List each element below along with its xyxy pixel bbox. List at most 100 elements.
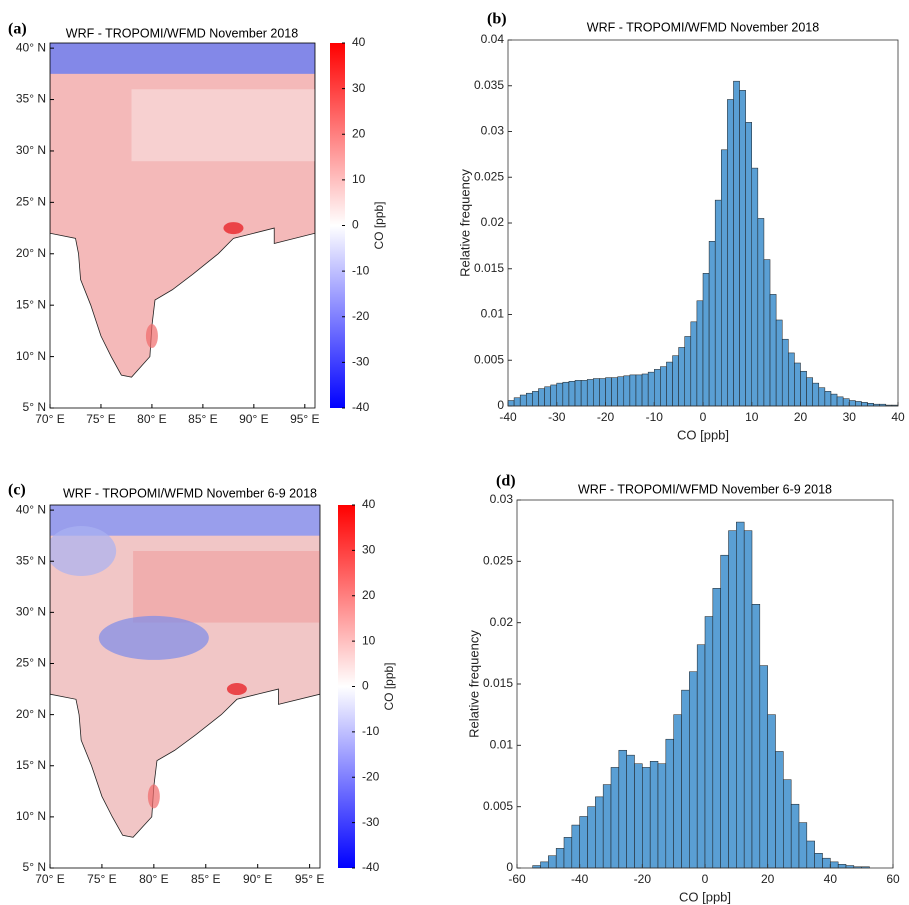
x-tick-label: 90° E [243,872,272,886]
x-tick-label: -40 [571,872,589,886]
histogram-bar [830,393,838,407]
histogram-bar [544,386,551,407]
colorbar [338,505,355,868]
x-tick-label: -20 [597,410,615,424]
y-tick-label: 0.015 [474,261,504,275]
histogram-bar [654,369,661,407]
y-axis-label: Relative frequency [466,630,481,738]
histogram-bar [728,530,737,869]
histogram-bar [673,714,682,869]
histogram-bar [814,853,823,869]
histogram-bar [513,397,521,407]
x-tick-label: -40 [499,410,517,424]
histogram-bar [867,403,874,407]
histogram-bar [660,366,667,407]
x-axis-label: CO [ppb] [677,427,729,442]
x-tick-label: 85° E [191,872,220,886]
histogram-bar [548,855,557,869]
histogram-bar [684,336,692,407]
north-anomaly [50,43,315,74]
colorbar-label: CO [ppb] [372,201,386,249]
colorbar-tick-label: -20 [362,769,380,783]
histogram-bar [704,616,714,869]
histogram-bar [757,218,765,407]
x-tick-label: 0 [702,872,709,886]
histogram-bar [849,400,856,407]
histogram-bar [586,379,594,407]
histogram-bar [681,689,690,869]
histogram-bar [571,824,580,869]
histogram-bar [599,378,606,407]
colorbar-tick-label: 0 [352,218,359,232]
histogram-bar [568,381,576,407]
histogram-bar [678,347,685,407]
histogram-bar [555,848,565,869]
y-tick-label: 25° N [16,195,46,209]
y-tick-label: 0.025 [483,554,513,568]
histogram-bar [595,796,604,869]
colorbar-tick-label: 30 [362,543,376,557]
histogram-bar [736,521,745,869]
x-tick-label: 85° E [188,412,217,426]
histogram-bar [767,714,776,869]
x-tick-label: 70° E [35,412,64,426]
x-tick-label: 75° E [86,412,115,426]
map-area [50,43,315,408]
panel-label: (c) [8,482,26,499]
panel-label: (d) [496,473,516,490]
histogram-bar [647,371,655,407]
y-tick-label: 5° N [23,860,46,874]
histogram-bar [611,377,618,407]
y-tick-label: 30° N [16,143,46,157]
y-tick-label: 25° N [16,656,46,670]
histogram-bar [733,80,740,407]
y-tick-label: 15° N [16,297,46,311]
colorbar-tick-label: 0 [362,679,369,693]
histogram-bar [672,355,679,407]
histogram-bar [836,396,844,407]
y-tick-label: 35° N [16,92,46,106]
colorbar-tick-label: 10 [352,172,366,186]
histogram-bar [775,319,783,407]
histogram-bar [751,167,759,407]
histogram-bar [830,861,839,869]
x-tick-label: 70° E [35,872,64,886]
histogram-bar [759,665,768,869]
histogram-bar [538,388,545,407]
histogram-bar [794,362,801,407]
colorbar-tick-label: -10 [362,724,380,738]
y-tick-label: 40° N [16,502,46,516]
colorbar-tick-label: -30 [362,815,380,829]
histogram-bar [550,384,557,407]
high-anomaly [223,222,244,235]
histogram-bar [708,241,716,407]
histogram-bar [665,738,674,869]
x-tick-label: -30 [548,410,566,424]
histogram-bar [635,374,643,407]
histogram-bar [626,754,635,869]
histogram-bar [790,803,800,869]
histogram-bar [526,392,533,407]
histogram-bar [593,378,600,407]
chart-title: WRF - TROPOMI/WFMD November 2018 [587,20,819,34]
histogram-bar [763,259,771,407]
x-tick-label: 20 [761,872,775,886]
axes-frame [49,504,321,869]
colorbar-tick-label: 40 [362,497,376,511]
y-tick-label: 0.02 [481,215,505,229]
x-tick-label: 20 [794,410,808,424]
chart-title: WRF - TROPOMI/WFMD November 6-9 2018 [63,486,317,500]
histogram-bar [532,391,539,407]
colorbar-tick-label: -40 [352,400,370,414]
histogram-bar [745,122,752,407]
histogram-bar [818,387,826,407]
histogram-bar [806,377,813,407]
high-anomaly [147,784,160,809]
tibet-region [131,89,315,162]
histogram-bar [562,381,570,407]
map-area [50,505,320,868]
histogram-bar [634,763,643,869]
colorbar-tick-label: -10 [352,263,370,277]
histogram-bar [602,784,612,869]
